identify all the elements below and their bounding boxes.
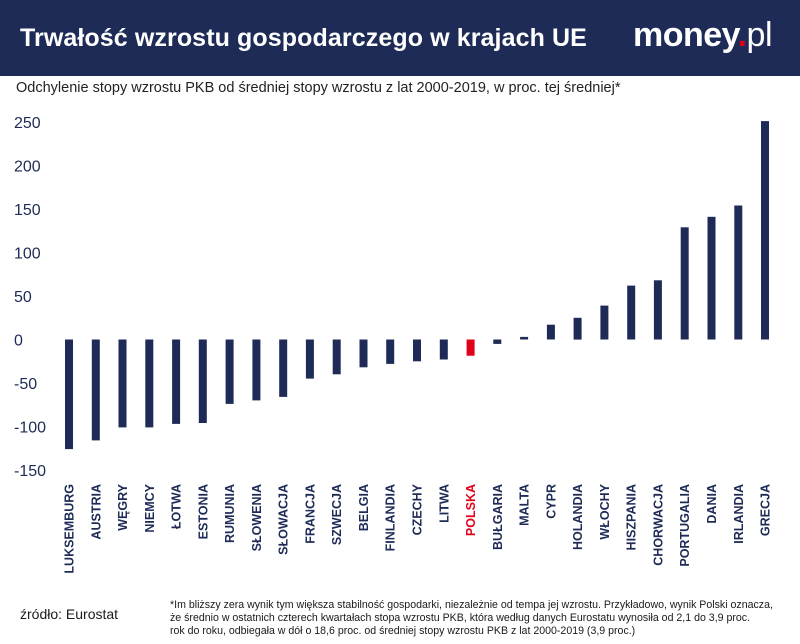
footnote: *Im bliższy zera wynik tym większa stabi… xyxy=(170,599,795,638)
y-tick-label: -150 xyxy=(14,463,46,480)
bar-0 xyxy=(65,339,73,450)
bars xyxy=(65,121,769,450)
x-tick-label: ESTONIA xyxy=(196,484,210,539)
x-tick-label: HISZPANIA xyxy=(625,484,639,550)
x-tick-label: FRANCJA xyxy=(303,484,317,544)
x-tick-label: HOLANDIA xyxy=(571,484,585,550)
bar-5 xyxy=(198,339,207,423)
bar-26 xyxy=(761,121,769,340)
y-tick-label: 50 xyxy=(14,289,32,306)
x-tick-label: FINLANDIA xyxy=(384,484,398,551)
bar-14 xyxy=(439,339,448,360)
y-tick-label: -50 xyxy=(14,376,37,393)
bar-1 xyxy=(91,339,100,441)
page-title: Trwałość wzrostu gospodarczego w krajach… xyxy=(20,24,587,52)
x-tick-label: BELGIA xyxy=(357,484,371,531)
x-tick-label: CYPR xyxy=(544,484,558,519)
x-tick-label: GRECJA xyxy=(759,484,773,536)
y-tick-label: 0 xyxy=(14,333,23,350)
x-tick-label: RUMUNIA xyxy=(223,484,237,543)
y-tick-label: 150 xyxy=(14,202,41,219)
bar-8 xyxy=(279,339,288,397)
footnote-line: rok do roku, odbiegała w dół o 18,6 proc… xyxy=(170,625,636,637)
bar-2 xyxy=(118,339,127,428)
bar-24 xyxy=(707,216,716,340)
bar-9 xyxy=(305,339,314,379)
x-tick-label: SZWECJA xyxy=(330,484,344,545)
bar-10 xyxy=(332,339,341,375)
bar-16 xyxy=(493,339,502,344)
y-tick-label: 100 xyxy=(14,246,41,263)
logo-dot: . xyxy=(737,16,747,54)
x-tick-label: CHORWACJA xyxy=(651,484,665,566)
y-axis: 250 200 150 100 50 0 -50 -100 -150 xyxy=(14,115,46,480)
x-tick-label: CZECHY xyxy=(411,483,425,535)
bar-12 xyxy=(386,339,395,364)
x-tick-label: IRLANDIA xyxy=(732,484,746,544)
x-tick-label: NIEMCY xyxy=(143,483,157,532)
x-tick-label: LUKSEMBURG xyxy=(63,484,77,574)
bar-6 xyxy=(225,339,234,404)
x-tick-label: LITWA xyxy=(437,484,451,523)
x-tick-label: BUŁGARIA xyxy=(491,484,505,550)
brand-logo: money.pl xyxy=(633,16,773,55)
bar-7 xyxy=(252,339,261,401)
bar-21 xyxy=(627,285,636,340)
x-axis: LUKSEMBURG AUSTRIA WĘGRY NIEMCY ŁOTWA ESTONIA… xyxy=(63,483,773,573)
bar-20 xyxy=(600,305,609,340)
bar-25 xyxy=(734,205,743,340)
bar-19 xyxy=(573,317,582,340)
footnote-line: *Im bliższy zera wynik tym większa stabi… xyxy=(170,599,773,611)
x-tick-label: WŁOCHY xyxy=(598,483,612,539)
y-tick-label: 200 xyxy=(14,159,41,176)
header-banner: Trwałość wzrostu gospodarczego w krajach… xyxy=(0,0,800,76)
bar-11 xyxy=(359,339,368,368)
x-tick-label: POLSKA xyxy=(464,484,478,536)
x-tick-label: PORTUGALIA xyxy=(678,484,692,567)
x-tick-label: SŁOWACJA xyxy=(277,484,291,555)
bar-18 xyxy=(546,324,555,340)
y-tick-label: 250 xyxy=(14,115,41,132)
x-tick-label: ŁOTWA xyxy=(170,484,184,529)
bar-13 xyxy=(413,339,421,362)
y-tick-label: -100 xyxy=(14,420,46,437)
footnote-line: że średnio w ostatnich czterech kwartała… xyxy=(170,612,751,624)
bar-23 xyxy=(680,227,689,340)
x-tick-label: DANIA xyxy=(705,484,719,524)
source-note: źródło: Eurostat xyxy=(20,606,119,622)
bar-15 xyxy=(466,339,475,356)
logo-suffix: pl xyxy=(746,16,773,54)
bar-17 xyxy=(520,336,529,340)
x-tick-label: MALTA xyxy=(518,484,532,526)
x-tick-label: WĘGRY xyxy=(116,483,130,530)
bar-22 xyxy=(653,280,662,340)
x-tick-label: AUSTRIA xyxy=(89,484,103,540)
x-tick-label: SŁOWENIA xyxy=(250,484,264,551)
bar-3 xyxy=(145,339,154,428)
logo-main: money xyxy=(633,16,738,54)
bar-4 xyxy=(172,339,181,424)
chart-subtitle: Odchylenie stopy wzrostu PKB od średniej… xyxy=(16,80,621,96)
